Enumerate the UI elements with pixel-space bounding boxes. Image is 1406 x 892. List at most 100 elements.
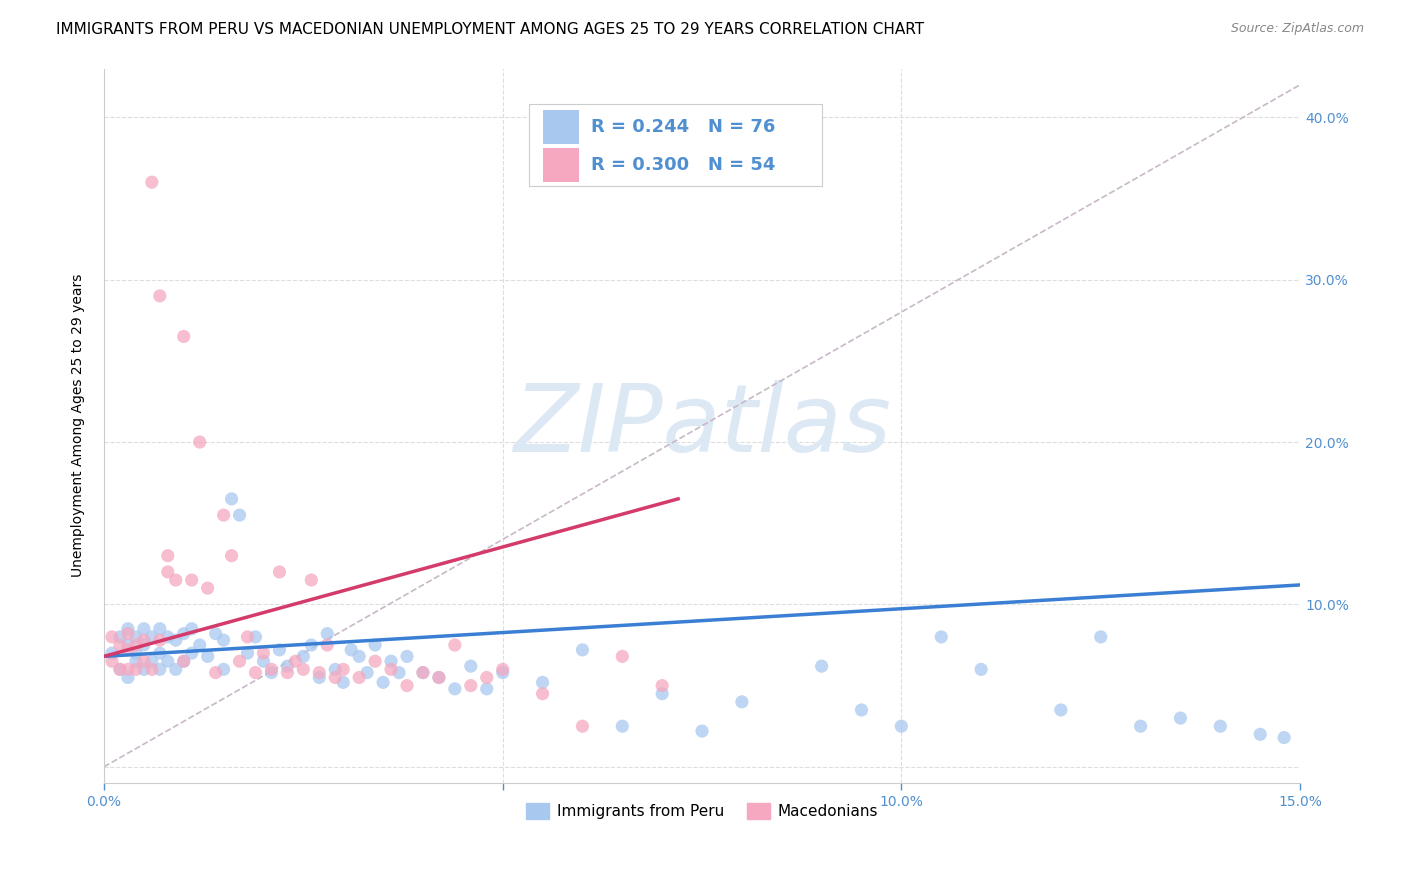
Point — [125, 646, 148, 660]
Point — [395, 649, 418, 664]
Point — [531, 675, 554, 690]
Point — [460, 679, 482, 693]
Text: R = 0.300   N = 54: R = 0.300 N = 54 — [591, 156, 775, 174]
Text: ZIPatlas: ZIPatlas — [513, 380, 891, 471]
Point — [612, 649, 634, 664]
Point — [204, 626, 226, 640]
Point — [299, 638, 322, 652]
Point — [260, 665, 283, 680]
Point — [228, 508, 250, 522]
Point — [101, 654, 124, 668]
Point — [180, 573, 202, 587]
Point — [292, 662, 315, 676]
Point — [651, 687, 673, 701]
Point — [1090, 630, 1112, 644]
Point — [108, 630, 131, 644]
Point — [141, 175, 163, 189]
Point — [101, 646, 124, 660]
Point — [412, 665, 434, 680]
Point — [125, 638, 148, 652]
Point — [156, 549, 179, 563]
Point — [188, 638, 211, 652]
Point — [101, 630, 124, 644]
Point — [612, 719, 634, 733]
Text: R = 0.244   N = 76: R = 0.244 N = 76 — [591, 118, 775, 136]
Point — [245, 665, 267, 680]
Point — [690, 724, 713, 739]
Point — [197, 649, 219, 664]
Point — [299, 573, 322, 587]
Point — [1050, 703, 1073, 717]
Point — [340, 643, 363, 657]
Point — [531, 687, 554, 701]
Point — [156, 654, 179, 668]
Point — [245, 630, 267, 644]
Point — [149, 633, 172, 648]
Point — [212, 633, 235, 648]
Point — [117, 622, 139, 636]
Point — [475, 671, 498, 685]
Point — [269, 565, 291, 579]
Point — [132, 633, 155, 648]
Point — [395, 679, 418, 693]
Point — [132, 638, 155, 652]
Point — [236, 646, 259, 660]
Point — [890, 719, 912, 733]
Point — [929, 630, 952, 644]
Point — [427, 671, 450, 685]
Point — [165, 662, 187, 676]
Point — [269, 643, 291, 657]
Point — [141, 654, 163, 668]
Point — [316, 638, 339, 652]
Point — [180, 622, 202, 636]
Point — [380, 654, 402, 668]
Point — [332, 662, 354, 676]
Point — [651, 679, 673, 693]
Point — [371, 675, 394, 690]
Point — [252, 654, 274, 668]
Point — [221, 491, 243, 506]
Point — [323, 662, 346, 676]
Point — [149, 289, 172, 303]
Point — [125, 630, 148, 644]
Point — [117, 643, 139, 657]
Point — [141, 630, 163, 644]
Point — [444, 681, 467, 696]
Point — [117, 626, 139, 640]
Point — [188, 435, 211, 450]
Point — [356, 665, 378, 680]
Point — [108, 662, 131, 676]
Point — [460, 659, 482, 673]
Point — [108, 662, 131, 676]
FancyBboxPatch shape — [529, 104, 821, 186]
Point — [970, 662, 993, 676]
Point — [212, 662, 235, 676]
Point — [1170, 711, 1192, 725]
Point — [117, 662, 139, 676]
Point — [212, 508, 235, 522]
Point — [364, 654, 387, 668]
Point — [149, 662, 172, 676]
Point — [165, 633, 187, 648]
Point — [292, 649, 315, 664]
Legend: Immigrants from Peru, Macedonians: Immigrants from Peru, Macedonians — [520, 797, 884, 825]
Point — [364, 638, 387, 652]
Point — [173, 329, 195, 343]
Point — [117, 638, 139, 652]
Point — [173, 654, 195, 668]
Y-axis label: Unemployment Among Ages 25 to 29 years: Unemployment Among Ages 25 to 29 years — [72, 274, 86, 577]
Point — [125, 654, 148, 668]
Point — [141, 662, 163, 676]
Point — [132, 654, 155, 668]
Point — [316, 626, 339, 640]
Point — [236, 630, 259, 644]
Point — [125, 662, 148, 676]
Point — [180, 646, 202, 660]
Point — [221, 549, 243, 563]
Point — [492, 665, 515, 680]
Point — [347, 671, 370, 685]
Point — [571, 719, 593, 733]
Point — [731, 695, 754, 709]
Point — [132, 662, 155, 676]
Point — [388, 665, 411, 680]
